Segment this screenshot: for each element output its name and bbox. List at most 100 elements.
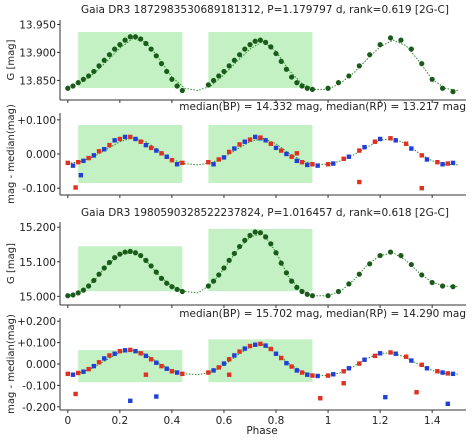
data-point xyxy=(211,162,216,167)
data-point xyxy=(81,158,86,164)
y-tick-label: -0.200 xyxy=(22,402,56,414)
y-tick-label: 13.850 xyxy=(19,75,56,87)
data-point xyxy=(294,368,300,373)
data-point xyxy=(419,185,424,191)
data-point xyxy=(154,394,159,399)
data-point xyxy=(258,341,263,347)
data-point xyxy=(257,230,263,236)
data-point xyxy=(289,364,294,369)
data-point xyxy=(96,271,102,277)
data-point xyxy=(232,146,237,151)
data-point xyxy=(393,138,398,143)
data-point xyxy=(179,288,185,295)
y-tick-label: 13.950 xyxy=(19,19,56,31)
data-point xyxy=(143,372,149,377)
x-tick-label: 0.6 xyxy=(216,415,233,427)
y-axis-label: mag - median(mag) xyxy=(6,314,17,414)
data-point xyxy=(309,86,316,92)
data-point xyxy=(221,68,227,75)
panel-title: Gaia DR3 1980590328522237824, P=1.016457… xyxy=(81,207,449,219)
data-point xyxy=(273,351,279,356)
panel-3: 15.000 15.100 15.200 Gaia DR3 1980590328522… xyxy=(6,207,466,308)
data-point xyxy=(283,66,290,72)
data-point xyxy=(138,36,144,42)
data-point xyxy=(315,163,320,168)
data-point xyxy=(91,68,97,75)
data-point xyxy=(112,138,117,143)
y-tick-label: -0.100 xyxy=(22,380,56,392)
data-point xyxy=(226,149,232,155)
data-point xyxy=(450,371,456,377)
highlight-region xyxy=(208,228,313,292)
data-point xyxy=(76,160,81,165)
data-point xyxy=(96,360,102,365)
data-point xyxy=(335,80,342,86)
data-point xyxy=(439,85,446,91)
data-point xyxy=(107,142,112,148)
panel-title: median(BP) = 14.332 mag, median(RP) = 13… xyxy=(179,101,466,113)
data-point xyxy=(122,134,128,140)
data-point xyxy=(341,156,346,161)
data-point xyxy=(414,390,419,395)
data-point xyxy=(226,63,232,69)
data-point xyxy=(252,342,258,347)
data-point xyxy=(174,162,180,167)
data-point xyxy=(258,135,263,140)
data-point xyxy=(440,162,445,167)
data-point xyxy=(408,261,414,268)
data-point xyxy=(429,279,435,286)
data-point xyxy=(387,35,394,41)
x-tick-label: 0.8 xyxy=(268,415,285,427)
data-point xyxy=(216,365,221,370)
data-point xyxy=(299,288,305,295)
data-point xyxy=(304,85,310,91)
data-point xyxy=(102,147,107,152)
data-point xyxy=(73,185,78,190)
data-point xyxy=(268,141,274,146)
data-point xyxy=(309,293,316,299)
data-point xyxy=(362,357,367,362)
data-point xyxy=(419,362,424,368)
data-point xyxy=(273,50,279,57)
data-point xyxy=(226,357,232,362)
data-point xyxy=(122,37,128,43)
data-point xyxy=(242,139,247,144)
highlight-region xyxy=(78,32,183,88)
data-point xyxy=(101,265,107,271)
data-point xyxy=(148,145,154,151)
data-point xyxy=(268,44,274,50)
data-point xyxy=(273,250,279,256)
data-point xyxy=(216,73,222,79)
data-point xyxy=(247,232,253,239)
data-point xyxy=(398,252,404,259)
data-point xyxy=(445,161,450,166)
y-axis-label: mag - median(mag) xyxy=(6,104,17,204)
data-point xyxy=(210,278,217,284)
data-point xyxy=(247,137,253,142)
data-point xyxy=(65,293,71,299)
data-point xyxy=(283,270,290,276)
data-point xyxy=(257,37,263,43)
data-point xyxy=(206,370,211,375)
data-point xyxy=(159,363,164,369)
data-point xyxy=(289,278,295,284)
data-point xyxy=(86,155,91,161)
data-point xyxy=(80,76,87,82)
panel-2: -0.100 0.000 +0.100 median(BP) = 14.332 mag… xyxy=(6,101,466,204)
data-point xyxy=(299,83,305,89)
data-point xyxy=(450,284,456,290)
data-point xyxy=(304,291,310,297)
data-point xyxy=(112,46,118,52)
data-point xyxy=(133,348,138,354)
data-point xyxy=(164,280,170,286)
data-point xyxy=(325,162,331,167)
data-point xyxy=(377,136,383,142)
data-point xyxy=(107,353,112,358)
data-point xyxy=(117,136,123,142)
data-point xyxy=(138,351,143,356)
data-point xyxy=(341,369,346,374)
data-point xyxy=(294,284,300,290)
data-point xyxy=(143,40,149,47)
data-point xyxy=(169,76,175,82)
y-tick-label: 15.000 xyxy=(19,291,56,303)
